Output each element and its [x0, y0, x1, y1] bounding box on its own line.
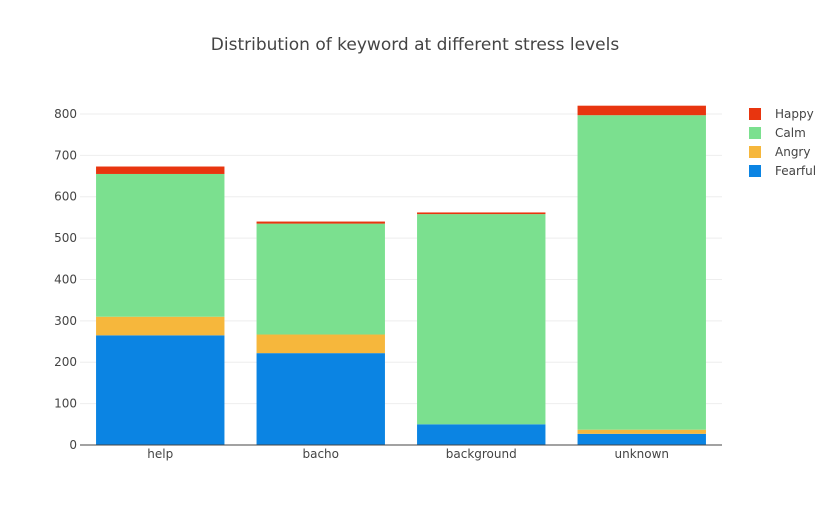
- legend-swatch-angry[interactable]: [749, 146, 761, 158]
- y-tick-label: 100: [54, 397, 77, 411]
- y-tick-label: 700: [54, 148, 77, 162]
- legend-swatch-calm[interactable]: [749, 127, 761, 139]
- x-axis: help bacho background unknown: [80, 444, 722, 461]
- bar-fearful-unknown[interactable]: [577, 433, 706, 445]
- legend-label-calm[interactable]: Calm: [775, 126, 806, 140]
- y-axis: 0 100 200 300 400 500 600 700 800: [54, 107, 77, 452]
- bar-happy-bacho[interactable]: [256, 221, 385, 224]
- bar-angry-bacho[interactable]: [256, 334, 385, 354]
- legend-swatch-fearful[interactable]: [749, 165, 761, 177]
- bar-calm-help[interactable]: [96, 173, 225, 317]
- y-tick-label: 400: [54, 272, 77, 286]
- bar-calm-unknown[interactable]: [577, 115, 706, 430]
- y-tick-label: 500: [54, 231, 77, 245]
- bar-calm-background[interactable]: [417, 214, 546, 425]
- legend-swatch-happy[interactable]: [749, 108, 761, 120]
- bar-fearful-bacho[interactable]: [256, 353, 385, 445]
- x-tick-label: background: [446, 447, 517, 461]
- legend-label-angry[interactable]: Angry: [775, 145, 810, 159]
- bar-calm-bacho[interactable]: [256, 223, 385, 335]
- y-tick-label: 200: [54, 355, 77, 369]
- x-tick-label: unknown: [614, 447, 669, 461]
- bar-fearful-background[interactable]: [417, 424, 546, 445]
- bar-happy-background[interactable]: [417, 212, 546, 215]
- bar-fearful-help[interactable]: [96, 335, 225, 445]
- legend-label-happy[interactable]: Happy: [775, 107, 814, 121]
- y-tick-label: 0: [69, 438, 77, 452]
- y-tick-label: 800: [54, 107, 77, 121]
- x-tick-label: bacho: [302, 447, 339, 461]
- x-tick-label: help: [147, 447, 173, 461]
- bars: [96, 105, 706, 445]
- y-tick-label: 600: [54, 190, 77, 204]
- bar-happy-unknown[interactable]: [577, 105, 706, 116]
- chart-title: Distribution of keyword at different str…: [211, 35, 620, 55]
- legend-label-fearful[interactable]: Fearful: [775, 164, 816, 178]
- bar-happy-help[interactable]: [96, 166, 225, 174]
- bar-angry-unknown[interactable]: [577, 429, 706, 434]
- bar-angry-help[interactable]: [96, 316, 225, 336]
- legend: Happy Calm Angry Fearful: [749, 107, 816, 178]
- y-tick-label: 300: [54, 314, 77, 328]
